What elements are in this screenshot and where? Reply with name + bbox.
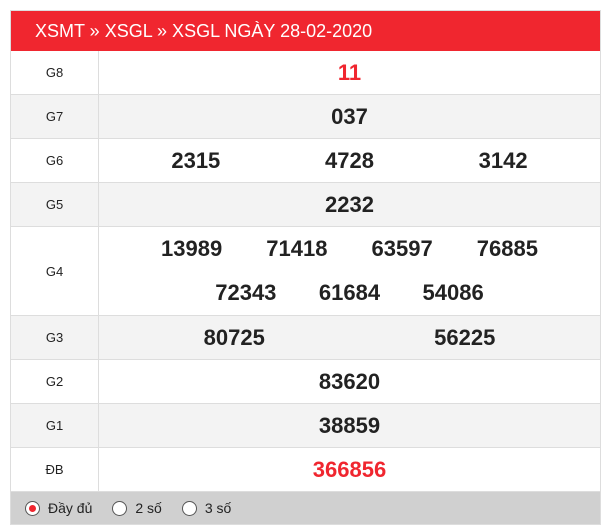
prize-row: ĐB 366856 bbox=[11, 447, 600, 492]
prize-row: G7 037 bbox=[11, 94, 600, 139]
results-table: XSMT » XSGL » XSGL NGÀY 28-02-2020 G8 11 G… bbox=[10, 10, 601, 525]
prize-numbers: 83620 bbox=[98, 359, 600, 404]
prize-row: G3 80725 56225 bbox=[11, 315, 600, 360]
prize-numbers: 38859 bbox=[98, 403, 600, 448]
prize-label: G8 bbox=[11, 51, 99, 95]
prize-label: G2 bbox=[11, 359, 99, 404]
prize-number: 13989 bbox=[161, 236, 223, 261]
prize-number: 76885 bbox=[476, 236, 538, 261]
option-2[interactable]: 3 số bbox=[181, 500, 232, 516]
option-label: Đầy đủ bbox=[48, 500, 93, 516]
prize-label: G7 bbox=[11, 94, 99, 139]
prize-number: 63597 bbox=[371, 236, 433, 261]
prize-number: 037 bbox=[331, 103, 368, 129]
prize-row: G4 13989 71418 63597 76885 72343 61684 54086 bbox=[11, 226, 600, 316]
radio-icon[interactable] bbox=[25, 500, 40, 516]
prize-number: 2315 bbox=[171, 147, 221, 173]
prize-number: 61684 bbox=[318, 280, 381, 305]
prize-numbers: 2232 bbox=[98, 182, 600, 227]
prize-row: G2 83620 bbox=[11, 359, 600, 404]
prize-label: G4 bbox=[11, 226, 99, 316]
prize-number: 83620 bbox=[318, 368, 381, 394]
prize-numbers: 11 bbox=[98, 51, 600, 95]
display-options: Đầy đủ 2 số 3 số bbox=[11, 492, 600, 524]
prize-row: G8 11 bbox=[11, 51, 600, 95]
prize-numbers: 366856 bbox=[98, 447, 600, 492]
prize-number: 38859 bbox=[318, 412, 381, 438]
prize-number: 71418 bbox=[266, 236, 328, 261]
prize-number: 4728 bbox=[325, 147, 374, 173]
prize-numbers: 80725 56225 bbox=[98, 315, 600, 360]
prize-label: G5 bbox=[11, 182, 99, 227]
prize-number: 80725 bbox=[203, 324, 265, 350]
prize-number: 2232 bbox=[325, 191, 374, 217]
option-0[interactable]: Đầy đủ bbox=[25, 500, 92, 516]
prize-numbers: 13989 71418 63597 76885 72343 61684 54086 bbox=[98, 226, 600, 316]
prize-number: 72343 bbox=[215, 280, 277, 305]
prize-number: 3142 bbox=[478, 147, 528, 173]
prize-number: 54086 bbox=[422, 280, 484, 305]
prize-row: G5 2232 bbox=[11, 182, 600, 227]
prize-row: G6 2315 4728 3142 bbox=[11, 138, 600, 183]
option-label: 3 số bbox=[204, 500, 232, 516]
prize-label: G3 bbox=[11, 315, 99, 360]
radio-icon[interactable] bbox=[181, 500, 197, 516]
prize-numbers: 2315 4728 3142 bbox=[98, 138, 600, 183]
breadcrumb-title: XSMT » XSGL » XSGL NGÀY 28-02-2020 bbox=[11, 11, 600, 51]
prize-row: G1 38859 bbox=[11, 403, 600, 448]
option-label: 2 số bbox=[135, 500, 162, 516]
prize-number: 366856 bbox=[312, 456, 387, 482]
prize-number: 56225 bbox=[434, 324, 496, 350]
option-1[interactable]: 2 số bbox=[112, 500, 162, 516]
prize-label: ĐB bbox=[11, 447, 99, 492]
prize-label: G1 bbox=[11, 403, 99, 448]
prize-numbers: 037 bbox=[98, 94, 600, 139]
prize-table: G8 11 G7 037 G6 2315 4728 3142 G5 2232 G4 13989 7141… bbox=[11, 51, 600, 492]
prize-label: G6 bbox=[11, 138, 99, 183]
radio-icon[interactable] bbox=[112, 500, 128, 516]
prize-number: 11 bbox=[337, 59, 362, 85]
